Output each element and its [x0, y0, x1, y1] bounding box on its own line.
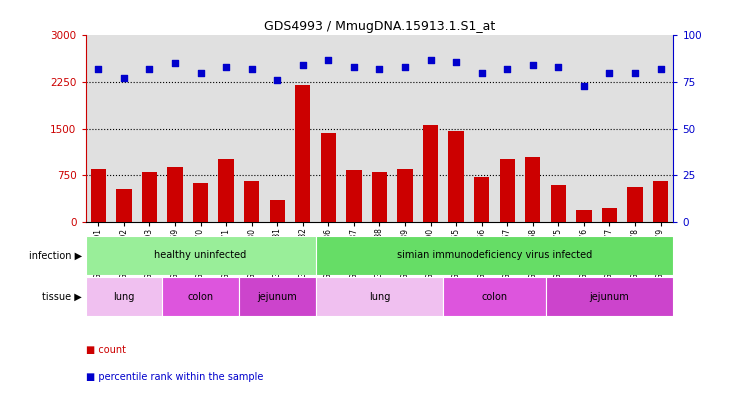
Bar [653, 181, 668, 222]
Text: lung: lung [369, 292, 390, 302]
Point [373, 66, 385, 72]
Point [220, 64, 232, 70]
Point [425, 57, 437, 63]
Point [552, 64, 564, 70]
Bar [116, 189, 132, 222]
Text: ■ percentile rank within the sample: ■ percentile rank within the sample [86, 372, 263, 382]
Bar [525, 157, 540, 222]
Point [629, 70, 641, 76]
Point [322, 57, 334, 63]
Text: colon: colon [481, 292, 507, 302]
Point [144, 66, 155, 72]
Bar [315, 277, 443, 316]
Bar [499, 159, 515, 222]
Bar [449, 130, 464, 222]
Point [272, 77, 283, 83]
Bar [315, 236, 673, 275]
Point [92, 66, 104, 72]
Bar [91, 169, 106, 222]
Bar [545, 277, 673, 316]
Text: jejunum: jejunum [257, 292, 297, 302]
Bar [372, 172, 387, 222]
Text: healthy uninfected: healthy uninfected [155, 250, 247, 261]
Title: GDS4993 / MmugDNA.15913.1.S1_at: GDS4993 / MmugDNA.15913.1.S1_at [264, 20, 495, 33]
Point [348, 64, 360, 70]
Text: lung: lung [113, 292, 135, 302]
Point [195, 70, 207, 76]
Point [655, 66, 667, 72]
Point [603, 70, 615, 76]
Bar [321, 133, 336, 222]
Text: colon: colon [187, 292, 214, 302]
Bar [602, 208, 617, 222]
Point [501, 66, 513, 72]
Bar [193, 184, 208, 222]
Bar [576, 209, 591, 222]
Point [118, 75, 130, 81]
Bar [86, 277, 162, 316]
Bar [219, 158, 234, 222]
Bar [295, 85, 310, 222]
Bar [239, 277, 315, 316]
Bar [346, 171, 362, 222]
Point [578, 83, 590, 89]
Text: jejunum: jejunum [589, 292, 629, 302]
Bar [162, 277, 239, 316]
Point [246, 66, 257, 72]
Point [475, 70, 487, 76]
Point [527, 62, 539, 68]
Bar [244, 181, 260, 222]
Bar [269, 200, 285, 222]
Text: infection ▶: infection ▶ [29, 250, 82, 261]
Point [450, 58, 462, 64]
Text: simian immunodeficiency virus infected: simian immunodeficiency virus infected [397, 250, 592, 261]
Bar [167, 167, 183, 222]
Bar [142, 172, 157, 222]
Bar [474, 177, 490, 222]
Point [399, 64, 411, 70]
Text: tissue ▶: tissue ▶ [42, 292, 82, 302]
Text: ■ count: ■ count [86, 345, 126, 355]
Bar [86, 236, 315, 275]
Point [297, 62, 309, 68]
Bar [627, 187, 643, 222]
Bar [423, 125, 438, 222]
Bar [443, 277, 545, 316]
Bar [551, 185, 566, 222]
Bar [397, 169, 413, 222]
Point [169, 60, 181, 66]
